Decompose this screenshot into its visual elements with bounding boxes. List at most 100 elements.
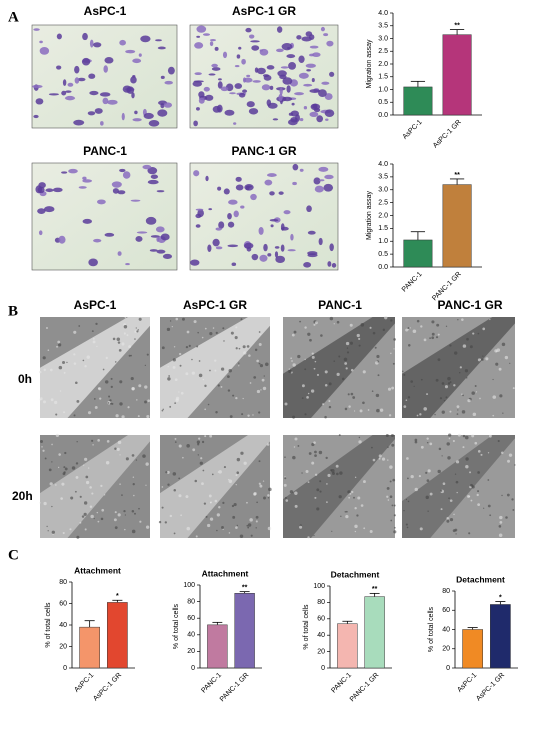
bar <box>234 593 255 669</box>
cell <box>455 480 459 484</box>
cell <box>70 496 74 500</box>
cell <box>286 54 296 59</box>
cell <box>426 437 429 440</box>
cell <box>269 191 275 196</box>
cell <box>292 163 299 171</box>
cell <box>294 437 298 441</box>
cell <box>482 355 484 357</box>
cell <box>132 58 142 64</box>
cell <box>314 321 318 325</box>
cell <box>235 526 238 529</box>
cell <box>181 317 185 321</box>
cell <box>323 183 334 192</box>
cell <box>185 372 189 376</box>
cell <box>301 472 303 474</box>
cell <box>429 337 431 339</box>
chart-title: Detachment <box>331 569 380 579</box>
cell <box>469 345 473 349</box>
cell <box>436 323 440 327</box>
cell <box>329 316 334 321</box>
scratch <box>283 317 395 418</box>
cell <box>87 467 90 469</box>
cells <box>39 316 151 419</box>
cell <box>75 476 79 479</box>
cell <box>248 354 251 357</box>
cell <box>35 98 44 105</box>
cell <box>62 472 66 476</box>
image-label: AsPC-1 GR <box>183 298 247 312</box>
cell <box>307 251 318 256</box>
cell <box>192 448 196 452</box>
cell <box>362 480 366 484</box>
cell <box>408 344 411 347</box>
cell <box>348 405 351 408</box>
cell <box>318 166 329 172</box>
cell <box>171 326 173 328</box>
cell <box>304 368 307 371</box>
cell <box>116 447 120 451</box>
cell <box>324 174 334 180</box>
y-tick-label: 0.0 <box>378 264 388 271</box>
cell <box>209 517 214 521</box>
cell <box>132 483 135 486</box>
cell <box>201 440 205 444</box>
bar <box>403 239 433 268</box>
cell <box>297 445 300 447</box>
cell <box>63 466 66 469</box>
cell <box>103 65 108 73</box>
cell <box>39 398 42 401</box>
cell <box>371 446 373 449</box>
cell <box>155 39 162 42</box>
cell <box>186 444 190 448</box>
cell <box>42 356 46 360</box>
y-axis-label: % of total cells <box>303 604 310 650</box>
cell <box>178 352 182 356</box>
cell <box>324 383 328 387</box>
cell <box>313 323 316 326</box>
cell <box>290 357 292 360</box>
cell <box>231 262 237 267</box>
cell <box>73 353 76 356</box>
y-tick-label: 1.0 <box>378 238 388 245</box>
cell <box>91 330 94 333</box>
cell <box>456 491 458 494</box>
cell <box>291 333 295 337</box>
y-axis-label: % of total cells <box>45 602 52 648</box>
cell <box>167 483 170 486</box>
bar <box>337 623 358 669</box>
cell <box>69 528 72 531</box>
cell <box>321 81 330 85</box>
cell <box>495 362 499 366</box>
cell <box>387 446 389 448</box>
cell <box>228 532 231 534</box>
cell <box>235 396 238 400</box>
cell <box>284 402 288 406</box>
cell <box>353 410 356 412</box>
cell <box>204 435 207 438</box>
cell <box>43 368 47 372</box>
cell <box>324 415 327 419</box>
cell <box>263 74 272 81</box>
cell <box>169 320 172 322</box>
cell <box>169 514 173 518</box>
y-tick-label: 2.5 <box>378 48 388 55</box>
cell <box>128 345 132 349</box>
cell <box>393 514 396 517</box>
cell <box>407 500 410 503</box>
cell <box>241 58 246 65</box>
cell <box>464 369 469 373</box>
cell <box>212 238 220 247</box>
cell <box>246 74 251 78</box>
cell <box>435 336 439 339</box>
cell <box>322 403 325 406</box>
y-tick-label: 40 <box>317 632 325 639</box>
cell <box>244 242 254 249</box>
cell <box>305 469 309 473</box>
cell <box>461 410 466 414</box>
cell <box>508 453 513 457</box>
cell <box>452 529 456 533</box>
cell <box>222 501 225 505</box>
cell <box>425 495 429 500</box>
cell <box>360 323 365 327</box>
cell <box>293 330 297 334</box>
